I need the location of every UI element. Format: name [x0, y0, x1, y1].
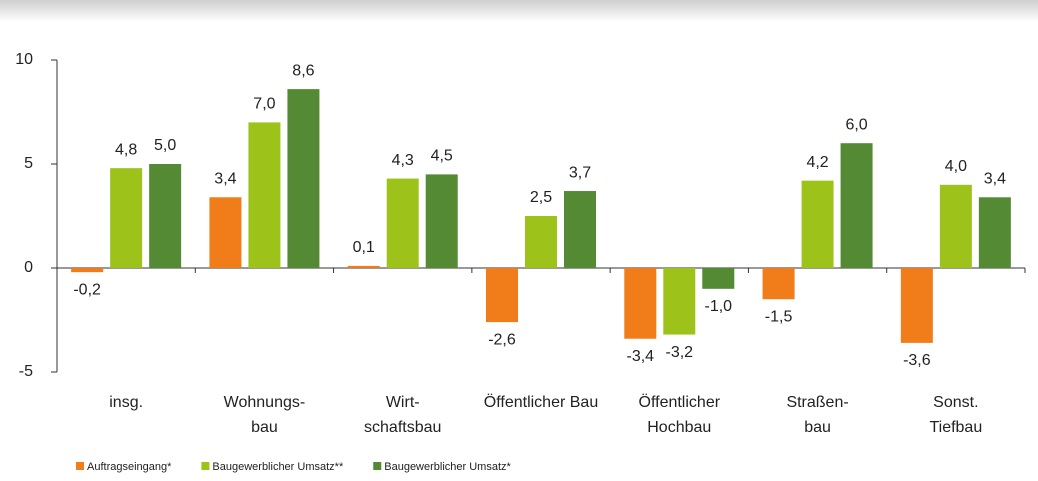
data-label: 4,8: [115, 141, 137, 158]
bar: [978, 197, 1011, 268]
bar: [840, 143, 873, 268]
data-label: -1,0: [704, 298, 732, 315]
data-label: 3,4: [984, 170, 1006, 187]
data-label: 5,0: [154, 137, 176, 154]
bar: [939, 184, 972, 268]
bar: [900, 268, 933, 343]
data-label: 2,5: [530, 189, 552, 206]
bar: [110, 168, 143, 268]
x-tick-label: Wohnungs-bau: [224, 394, 306, 436]
data-label: 6,0: [845, 116, 867, 133]
bar: [425, 174, 458, 268]
data-label: 4,3: [392, 152, 414, 169]
y-tick-label: 5: [24, 155, 33, 172]
legend-label: Baugewerblicher Umsatz*: [384, 461, 511, 473]
legend-swatch: [201, 462, 210, 470]
x-tick-label: Wirt-schaftsbau: [364, 394, 441, 436]
x-tick-label: Straßen-bau: [786, 394, 848, 436]
data-label: -3,4: [626, 348, 654, 365]
bar: [71, 268, 104, 273]
legend-label: Auftragseingang*: [87, 461, 172, 473]
legend-swatch: [373, 462, 382, 470]
x-tick-label: Öffentlicher Bau: [484, 393, 598, 411]
x-tick-label: Sonst. Tiefbau: [929, 394, 982, 436]
bar: [525, 216, 557, 268]
bar: [386, 178, 419, 268]
header-band: [0, 0, 1038, 22]
data-label: 7,0: [253, 96, 275, 113]
y-tick-label: -5: [19, 363, 33, 380]
bar: [287, 89, 320, 269]
data-label: 3,7: [569, 164, 591, 181]
bar: [663, 268, 696, 335]
data-label: 0,1: [353, 239, 375, 256]
legend-swatch: [76, 462, 84, 470]
bar: [248, 122, 281, 269]
legend-label: Baugewerblicher Umsatz**: [212, 461, 344, 473]
bar: [624, 268, 657, 339]
bar: [347, 265, 380, 268]
y-tick-label: 10: [15, 51, 33, 68]
data-label: -0,2: [73, 281, 101, 298]
y-tick-label: 0: [24, 259, 33, 276]
bar: [209, 197, 242, 268]
bar: [486, 268, 518, 323]
x-tick-label: Öffentlicher Hochbau: [639, 393, 721, 436]
x-tick-label: insg.: [109, 394, 143, 411]
bar: [801, 180, 834, 268]
data-label: -1,5: [765, 308, 793, 325]
bar: [702, 268, 735, 289]
data-label: -2,6: [488, 331, 516, 348]
bar: [564, 191, 596, 268]
bar: [149, 164, 182, 268]
data-label: -3,2: [665, 344, 693, 361]
data-label: 4,0: [945, 158, 967, 175]
data-label: 8,6: [292, 62, 314, 79]
data-label: -3,6: [903, 352, 931, 369]
data-label: 3,4: [214, 170, 236, 187]
data-label: 4,2: [806, 154, 828, 171]
data-label: 4,5: [431, 148, 453, 165]
bar: [762, 268, 795, 300]
